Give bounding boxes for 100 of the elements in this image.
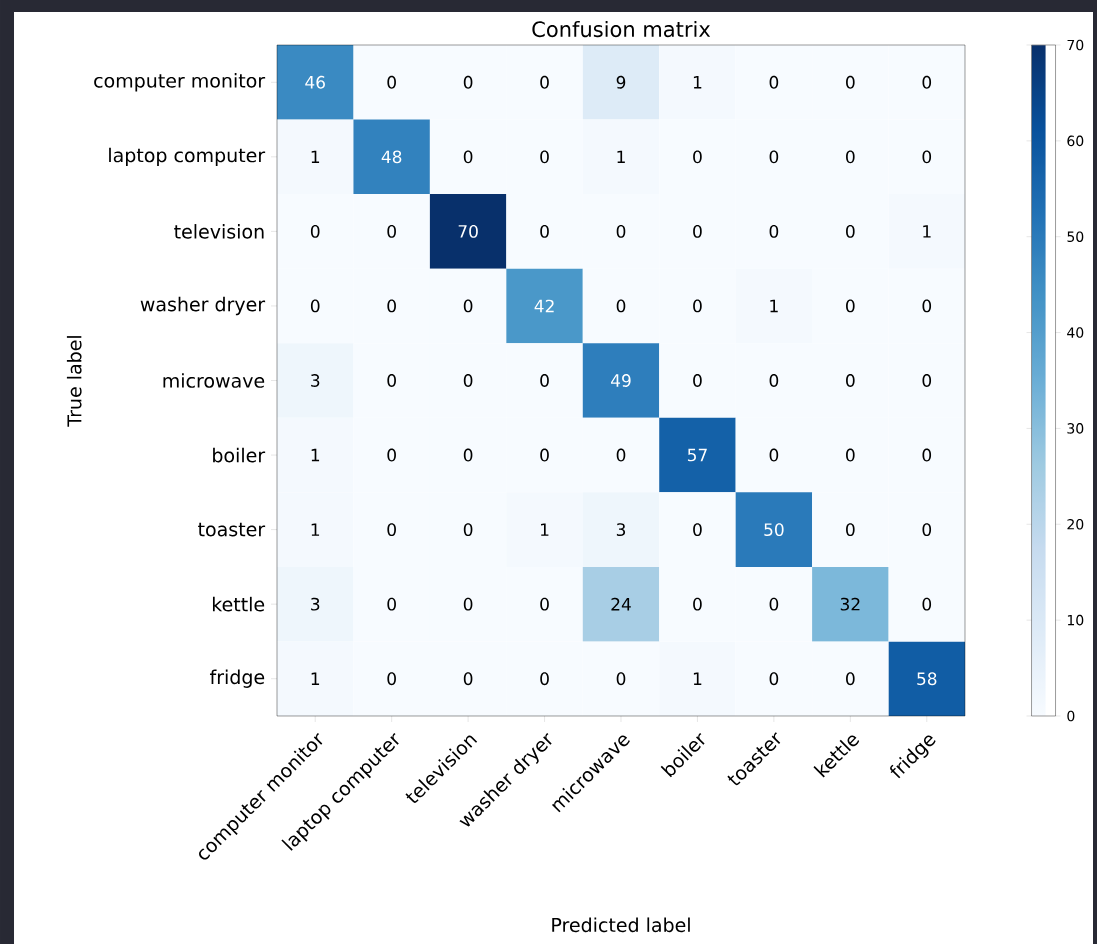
- color-bar-label: 70: [1067, 39, 1084, 51]
- data-label: 0: [922, 374, 932, 387]
- data-label: 1: [311, 448, 320, 462]
- data-label: 0: [387, 597, 396, 611]
- data-label: 0: [540, 150, 549, 164]
- data-label: 0: [769, 150, 779, 164]
- data-label: 1: [693, 76, 702, 89]
- data-label: 0: [310, 299, 320, 313]
- color-bar-label: 30: [1067, 423, 1084, 434]
- data-label: 0: [540, 448, 549, 462]
- data-label: 0: [463, 299, 473, 313]
- data-label: 0: [922, 299, 932, 313]
- y-tick-label: washer dryer: [140, 296, 266, 316]
- data-label: 1: [770, 299, 778, 313]
- data-label: 0: [693, 374, 702, 387]
- data-label: 58: [917, 672, 937, 686]
- data-label: 1: [693, 672, 702, 685]
- y-tick-label: microwave: [163, 373, 265, 388]
- data-label: 0: [616, 224, 626, 238]
- data-label: 0: [540, 597, 549, 611]
- data-label: 0: [922, 597, 932, 611]
- data-label: 1: [923, 225, 931, 238]
- data-label: 0: [540, 672, 549, 686]
- data-label: 0: [387, 672, 396, 686]
- data-label: 1: [541, 523, 549, 536]
- y-tick-label: computer monitor: [94, 73, 266, 92]
- data-label: 3: [616, 523, 626, 537]
- data-label: 0: [540, 75, 549, 89]
- y-tick-label: boiler: [213, 447, 266, 463]
- data-label: 0: [769, 224, 779, 238]
- data-label: 0: [846, 374, 855, 387]
- data-label: 0: [846, 672, 855, 686]
- data-label: 3: [311, 597, 320, 611]
- data-label: 0: [693, 224, 702, 238]
- data-label: 1: [311, 523, 320, 536]
- data-label: 0: [387, 448, 396, 462]
- data-label: 0: [922, 75, 932, 89]
- data-label: 1: [617, 150, 625, 164]
- y-tick-label: television: [174, 224, 264, 239]
- data-label: 24: [611, 597, 631, 611]
- data-label: 0: [922, 523, 932, 537]
- data-label: 0: [616, 448, 626, 462]
- data-label: 0: [463, 150, 473, 164]
- data-label: 3: [311, 374, 320, 387]
- data-label: 0: [769, 448, 779, 462]
- y-tick-label: kettle: [212, 596, 265, 612]
- y-axis-title: True label: [66, 336, 82, 427]
- data-label: 0: [387, 374, 396, 387]
- chart-title: Confusion matrix: [532, 20, 711, 38]
- data-label: 0: [922, 150, 932, 164]
- data-label: 0: [846, 224, 855, 238]
- data-label: 0: [693, 299, 702, 313]
- data-label: 9: [616, 75, 626, 89]
- y-tick-label: toaster: [198, 522, 266, 537]
- data-label: 0: [616, 672, 626, 686]
- data-label: 70: [458, 224, 478, 238]
- data-label: 0: [693, 150, 702, 164]
- color-bar-label: 10: [1067, 614, 1084, 626]
- data-label: 0: [693, 597, 702, 611]
- data-label: 46: [305, 75, 325, 89]
- color-bar-label: 20: [1067, 518, 1084, 530]
- data-label: 0: [846, 75, 855, 89]
- data-label: 0: [387, 224, 396, 238]
- data-label: 32: [840, 597, 860, 611]
- data-label: 0: [846, 150, 855, 164]
- data-label: 0: [846, 299, 855, 313]
- data-label: 0: [540, 224, 549, 238]
- data-label: 0: [463, 75, 473, 89]
- data-label: 0: [387, 523, 396, 537]
- color-bar-label: 60: [1067, 135, 1084, 147]
- data-label: 0: [387, 299, 396, 313]
- y-tick-label: laptop computer: [109, 147, 266, 167]
- data-label: 0: [846, 448, 855, 462]
- data-label: 0: [387, 75, 396, 89]
- data-label: 50: [764, 523, 784, 537]
- data-label: 1: [311, 672, 320, 685]
- data-label: 0: [463, 672, 473, 686]
- data-label: 0: [540, 374, 549, 387]
- x-axis-title: Predicted label: [552, 917, 690, 933]
- data-label: 48: [381, 150, 402, 164]
- color-bar-label: 50: [1067, 231, 1084, 243]
- data-label: 0: [463, 374, 473, 387]
- data-label: 57: [687, 448, 707, 462]
- data-label: 0: [769, 597, 779, 611]
- data-label: 0: [463, 597, 473, 611]
- data-label: 0: [769, 672, 779, 686]
- data-label: 1: [311, 150, 320, 164]
- data-label: 0: [846, 523, 855, 537]
- data-label: 0: [769, 75, 779, 89]
- data-label: 0: [922, 448, 932, 462]
- data-label: 0: [769, 374, 779, 387]
- data-label: 42: [534, 299, 554, 313]
- data-label: 0: [463, 448, 473, 462]
- data-label: 49: [611, 374, 631, 387]
- data-label: 0: [463, 523, 473, 537]
- color-bar-label: 0: [1067, 710, 1075, 722]
- color-bar-label: 40: [1067, 327, 1084, 338]
- y-tick-label: fridge: [209, 669, 265, 688]
- data-label: 0: [616, 299, 626, 313]
- data-label: 0: [310, 224, 320, 238]
